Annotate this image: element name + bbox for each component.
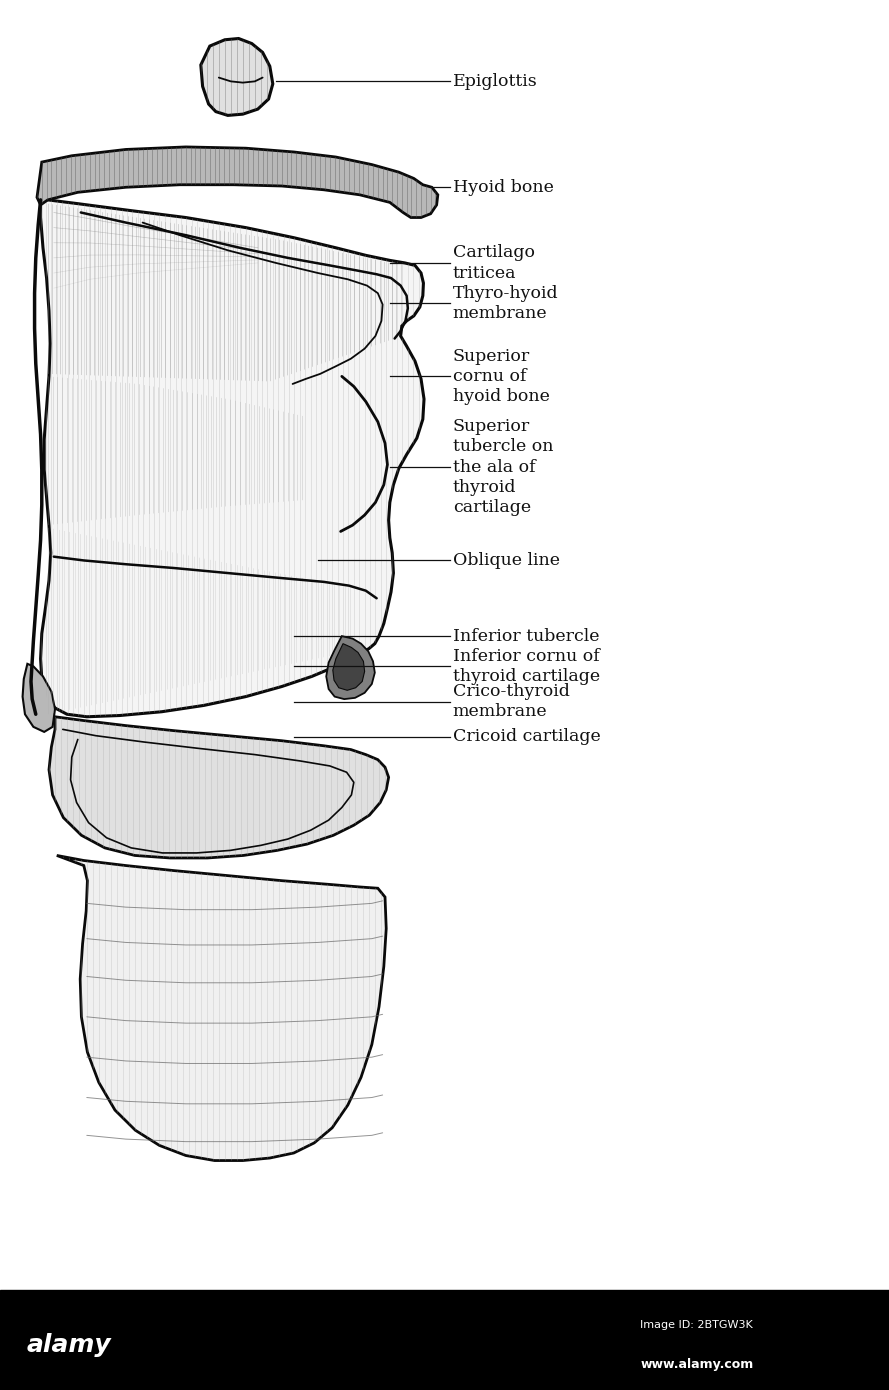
Text: Thyro-hyoid
membrane: Thyro-hyoid membrane [453,285,558,322]
Text: www.alamy.com: www.alamy.com [640,1358,753,1372]
Text: Epiglottis: Epiglottis [453,72,538,90]
Polygon shape [41,197,424,717]
Polygon shape [57,855,386,1161]
Polygon shape [201,39,273,115]
Text: Image ID: 2BTGW3K: Image ID: 2BTGW3K [640,1320,753,1330]
Bar [0,1290,889,1390]
Text: alamy: alamy [27,1333,111,1357]
Text: Crico-thyroid
membrane: Crico-thyroid membrane [453,682,570,720]
Text: Cricoid cartilage: Cricoid cartilage [453,728,601,745]
Polygon shape [332,644,364,691]
Polygon shape [37,147,437,217]
Text: Oblique line: Oblique line [453,552,560,569]
Text: Inferior cornu of
thyroid cartilage: Inferior cornu of thyroid cartilage [453,648,600,685]
Text: Hyoid bone: Hyoid bone [453,179,554,196]
Text: Cartilago
triticea: Cartilago triticea [453,245,535,282]
Polygon shape [22,664,55,733]
Polygon shape [326,637,375,699]
Text: Superior
cornu of
hyoid bone: Superior cornu of hyoid bone [453,348,549,404]
Text: Superior
tubercle on
the ala of
thyroid
cartilage: Superior tubercle on the ala of thyroid … [453,418,553,516]
Polygon shape [49,717,388,858]
Text: Inferior tubercle: Inferior tubercle [453,628,599,645]
